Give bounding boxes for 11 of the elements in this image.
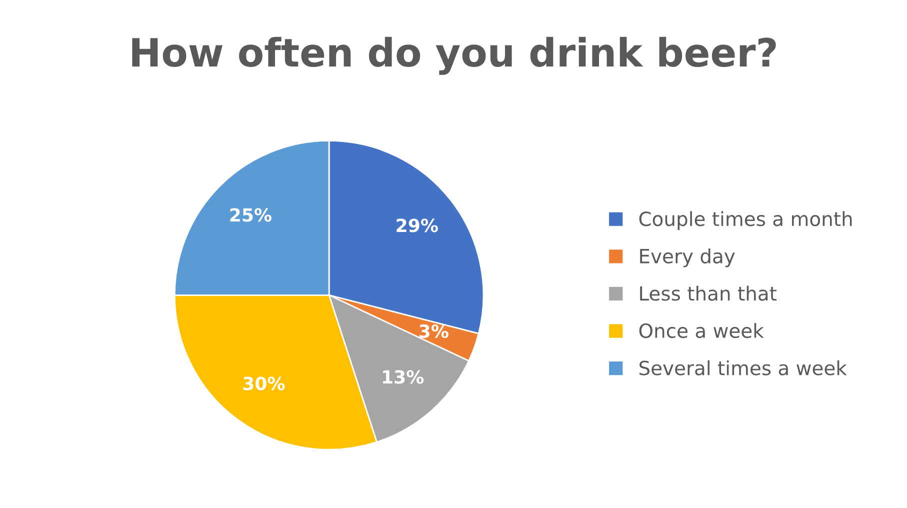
legend-label: Once a week bbox=[639, 323, 764, 338]
data-label: 29% bbox=[396, 218, 438, 232]
legend-label: Couple times a month bbox=[639, 211, 852, 230]
data-label: 3% bbox=[420, 324, 448, 338]
data-label: 13% bbox=[383, 370, 424, 384]
legend-label: Several times a week bbox=[640, 360, 847, 376]
legend-label: Every day bbox=[640, 248, 735, 268]
chart-title: How often do you drink beer? bbox=[132, 36, 776, 75]
legend-label: Less than that bbox=[640, 286, 777, 301]
data-label: 25% bbox=[230, 208, 272, 222]
data-label: 30% bbox=[243, 376, 285, 390]
